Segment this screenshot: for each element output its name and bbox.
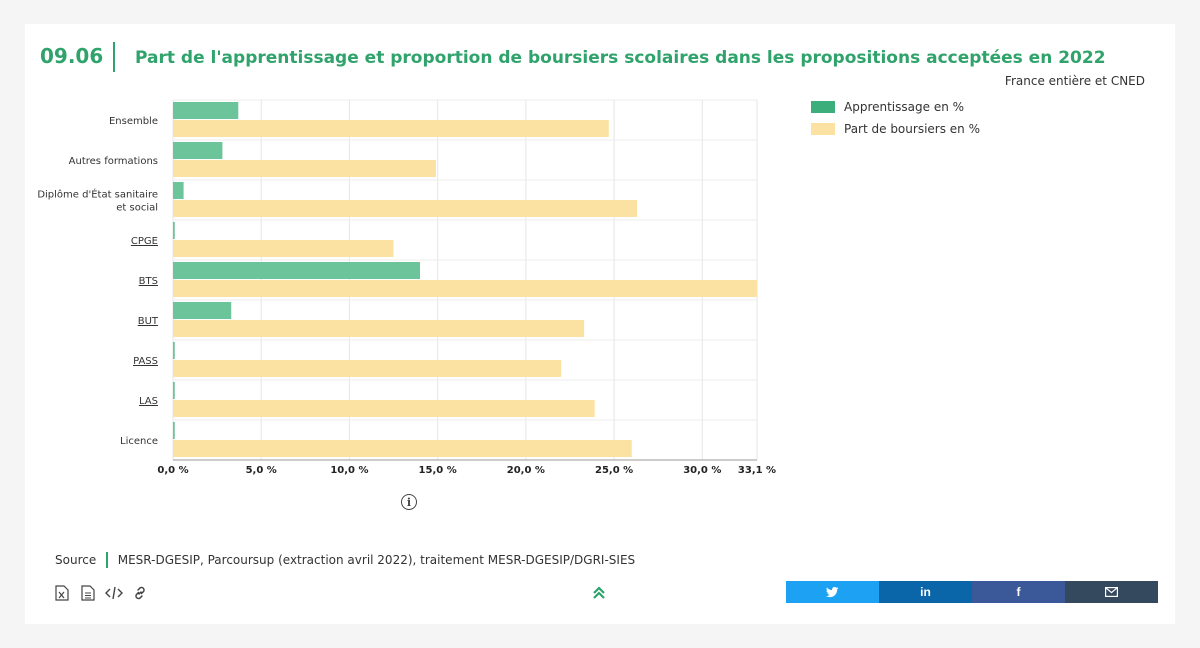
chart-card: 09.06 Part de l'apprentissage et proport… [25,24,1175,624]
bar-boursiers [173,160,436,177]
x-tick-label: 25,0 % [595,465,633,476]
x-tick-label: 5,0 % [246,465,277,476]
bar-boursiers [173,400,595,417]
linkedin-share-button[interactable]: in [879,581,972,603]
bar-apprentissage [173,102,239,119]
info-icon[interactable]: i [401,494,417,510]
legend-item-apprentissage[interactable]: Apprentissage en % [811,96,980,118]
legend-swatch [811,123,835,135]
document-icon[interactable] [79,584,97,602]
chevron-up-icon[interactable] [591,584,607,604]
category-label: BUT [138,316,159,327]
bar-boursiers [173,200,638,217]
legend-label: Part de boursiers en % [844,122,980,136]
bar-boursiers [173,120,609,137]
email-icon [1105,587,1118,597]
bar-boursiers [173,360,562,377]
linkedin-icon: in [920,585,931,599]
excel-download-icon[interactable] [53,584,71,602]
category-label: Licence [120,436,158,447]
share-bar: in f [786,581,1158,603]
category-label: LAS [139,396,158,407]
source-separator [106,552,108,568]
x-tick-label: 30,0 % [683,465,721,476]
x-tick-label: 0,0 % [157,465,188,476]
bar-chart: Ensemble Autres formations Diplôme d'État … [37,99,776,476]
legend-item-boursiers[interactable]: Part de boursiers en % [811,118,980,140]
bar-boursiers [173,320,585,337]
chart-title: Part de l'apprentissage et proportion de… [135,48,1106,68]
source-text: MESR-DGESIP, Parcoursup (extraction avri… [117,553,636,567]
bar-apprentissage [173,182,184,199]
category-label: Ensemble [109,116,158,127]
legend: Apprentissage en % Part de boursiers en … [811,96,980,140]
category-label: et social [116,203,158,214]
category-label: CPGE [131,236,158,247]
bar-apprentissage [173,222,175,239]
category-label: BTS [139,276,158,287]
twitter-share-button[interactable] [786,581,879,603]
bar-boursiers [173,440,632,457]
link-icon[interactable] [131,584,149,602]
x-tick-label: 33,1 % [738,465,776,476]
bar-apprentissage [173,382,175,399]
chart-scope: France entière et CNED [1004,74,1145,88]
embed-code-icon[interactable] [105,584,123,602]
email-share-button[interactable] [1065,581,1158,603]
twitter-icon [826,586,839,597]
bar-apprentissage [173,342,175,359]
source-line: Source MESR-DGESIP, Parcoursup (extracti… [55,552,635,568]
legend-swatch [811,101,835,113]
x-tick-label: 15,0 % [419,465,457,476]
header-separator [113,42,115,72]
facebook-icon: f [1016,585,1021,599]
source-label: Source [55,553,97,567]
toolbar [53,584,149,602]
x-tick-label: 20,0 % [507,465,545,476]
legend-label: Apprentissage en % [844,100,965,114]
bar-boursiers [173,280,757,297]
category-label: Diplôme d'État sanitaire [37,188,158,201]
category-label: PASS [133,356,158,367]
bar-apprentissage [173,142,223,159]
chart-number: 09.06 [40,44,104,68]
bar-apprentissage [173,422,175,439]
bar-apprentissage [173,302,232,319]
bar-boursiers [173,240,394,257]
category-label: Autres formations [69,156,158,167]
facebook-share-button[interactable]: f [972,581,1065,603]
bar-apprentissage [173,262,421,279]
x-tick-label: 10,0 % [330,465,368,476]
